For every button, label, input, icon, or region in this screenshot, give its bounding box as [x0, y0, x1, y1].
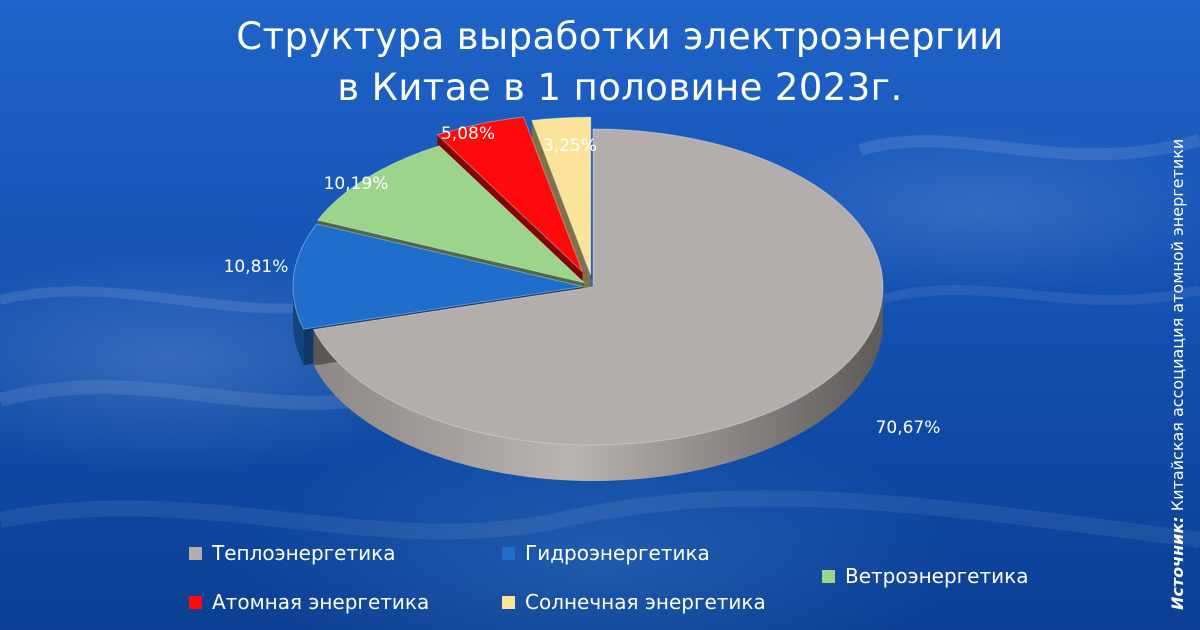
- legend-swatch: [822, 569, 835, 583]
- chart-title-line-1: Структура выработки электроэнергии: [236, 15, 1004, 58]
- legend-swatch: [189, 546, 202, 560]
- pie-slice-side: [313, 287, 884, 481]
- data-label-solar: 3,25%: [543, 136, 597, 156]
- legend-label: Гидроэнергетика: [525, 541, 710, 565]
- legend-item-hydro: Гидроэнергетика: [502, 541, 710, 565]
- legend-label: Теплоэнергетика: [212, 541, 396, 565]
- data-label-wind: 10,19%: [324, 174, 389, 194]
- pie-slice-top: [316, 145, 586, 284]
- data-label-thermal: 70,67%: [876, 418, 941, 438]
- legend-swatch: [502, 595, 515, 609]
- source-note: Источник: Китайская ассоциация атомной э…: [1168, 139, 1187, 610]
- legend-item-wind: Ветроэнергетика: [822, 564, 1028, 588]
- legend-swatch: [189, 595, 202, 609]
- pie-slice-top: [436, 116, 583, 273]
- pie-slice-side: [293, 286, 304, 366]
- legend-label: Атомная энергетика: [212, 590, 430, 614]
- source-text: Китайская ассоциация атомной энергетики: [1168, 138, 1187, 512]
- legend-item-thermal: Теплоэнергетика: [189, 541, 395, 565]
- legend-label: Ветроэнергетика: [845, 564, 1029, 588]
- pie-slice-top: [292, 223, 584, 330]
- pie-slice-top: [531, 116, 592, 276]
- legend-swatch: [502, 546, 515, 560]
- data-label-hydro: 10,81%: [224, 257, 289, 277]
- legend-label: Солнечная энергетика: [525, 590, 766, 614]
- legend-item-nuclear: Атомная энергетика: [189, 590, 429, 614]
- chart-title-line-2: в Китае в 1 половине 2023г.: [337, 66, 903, 109]
- pie-slice-thermal: [312, 128, 884, 481]
- data-label-nuclear: 5,08%: [441, 124, 495, 144]
- source-prefix: Источник:: [1168, 516, 1187, 610]
- pie-slice-top: [312, 128, 884, 446]
- legend-item-solar: Солнечная энергетика: [502, 590, 766, 614]
